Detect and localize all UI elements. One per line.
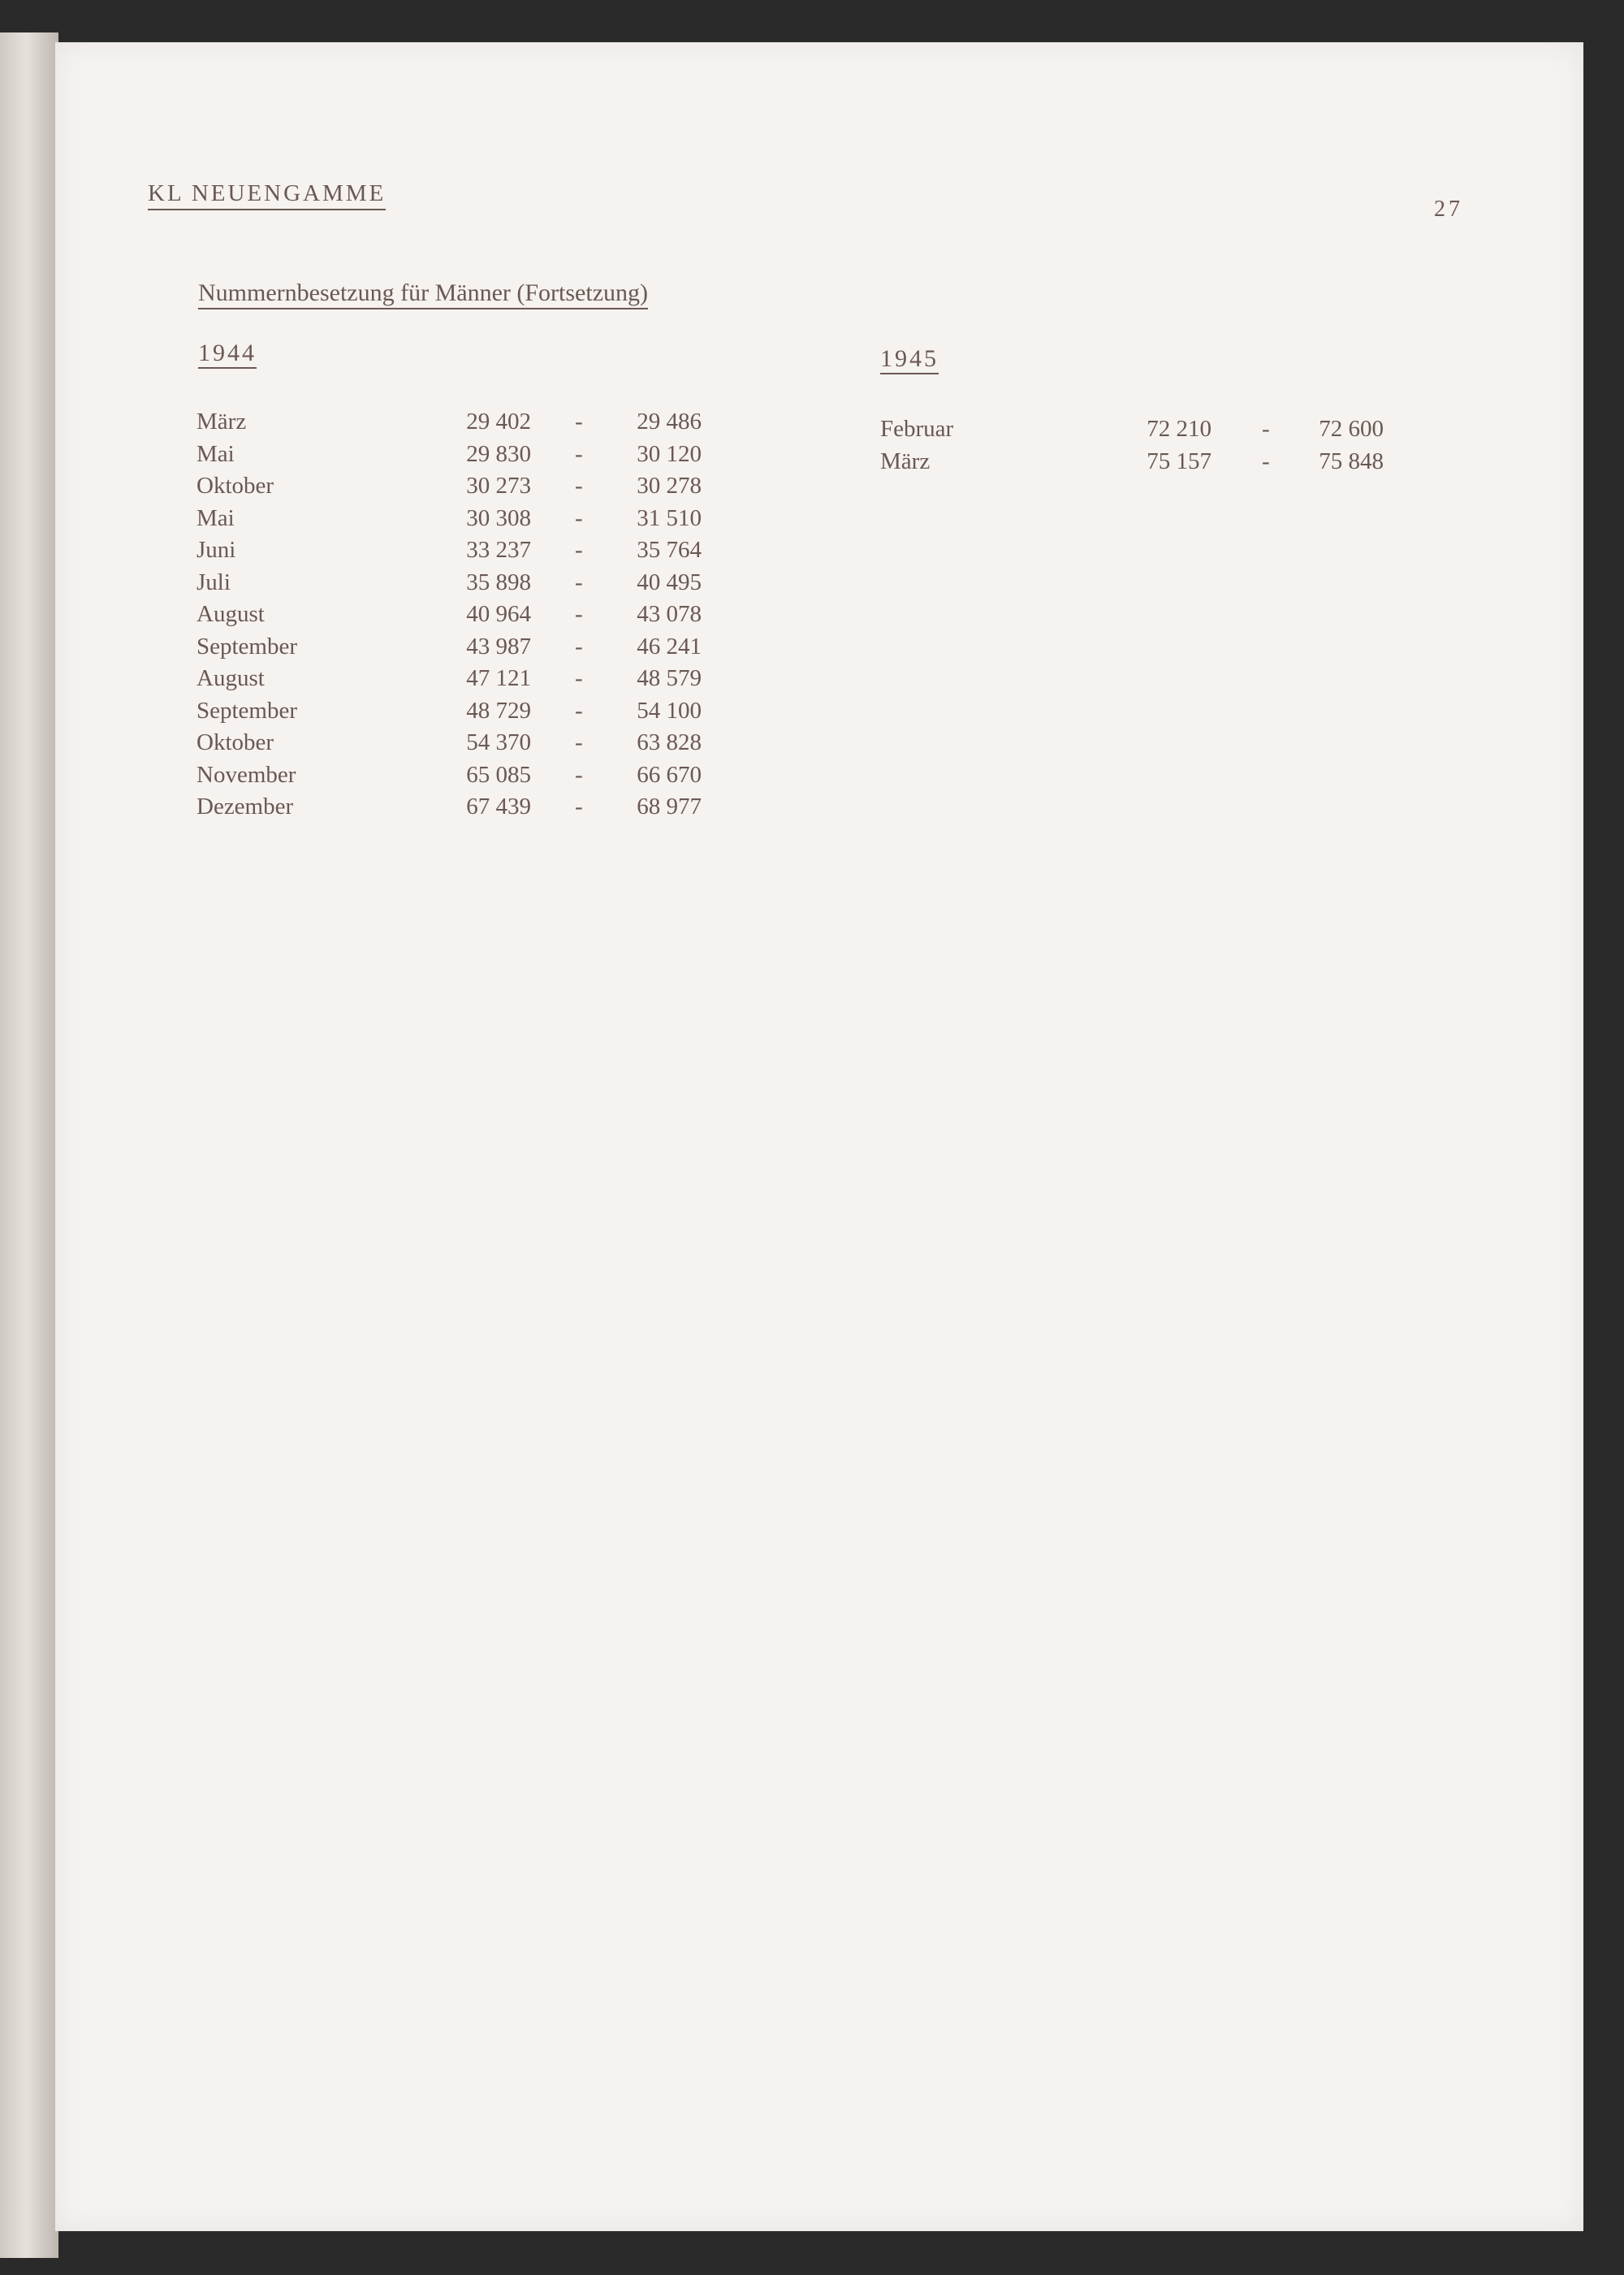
range-end-cell: 54 100 [637, 697, 702, 724]
month-cell: Oktober [197, 729, 274, 755]
range-end-cell: 35 764 [637, 537, 702, 563]
range-separator: - [575, 504, 583, 531]
table-row: Mai 30 308 - 31 510 [197, 505, 716, 538]
month-cell: September [197, 633, 298, 660]
table-row: Oktober 30 273 - 30 278 [197, 473, 716, 505]
range-start-cell: 30 308 [466, 504, 531, 531]
table-row: Dezember 67 439 - 68 977 [197, 794, 716, 826]
range-end-cell: 46 241 [637, 633, 702, 660]
range-start-cell: 43 987 [466, 633, 531, 660]
range-separator: - [1262, 448, 1270, 474]
range-start-cell: 40 964 [466, 601, 531, 627]
range-end-cell: 43 078 [637, 601, 702, 627]
table-row: Februar 72 210 - 72 600 [880, 416, 1400, 448]
range-start-cell: 75 157 [1147, 448, 1212, 474]
range-separator: - [575, 440, 583, 467]
table-row: März 29 402 - 29 486 [197, 409, 716, 441]
month-cell: August [197, 601, 265, 627]
table-row: August 40 964 - 43 078 [197, 601, 716, 634]
range-separator: - [575, 665, 583, 691]
table-row: November 65 085 - 66 670 [197, 762, 716, 794]
table-row: August 47 121 - 48 579 [197, 665, 716, 698]
month-cell: Juli [197, 569, 231, 595]
document-page [55, 42, 1583, 2231]
month-cell: Mai [197, 440, 235, 467]
range-end-cell: 48 579 [637, 665, 702, 691]
range-separator: - [575, 794, 583, 820]
table-row: Mai 29 830 - 30 120 [197, 441, 716, 474]
table-row: September 48 729 - 54 100 [197, 698, 716, 730]
range-separator: - [575, 409, 583, 435]
document-header: KL NEUENGAMME [148, 180, 387, 210]
range-end-cell: 72 600 [1319, 416, 1384, 442]
range-end-cell: 66 670 [637, 761, 702, 788]
month-cell: August [197, 665, 265, 691]
range-end-cell: 63 828 [637, 729, 702, 755]
table-1945: Februar 72 210 - 72 600 März 75 157 - 75 848 [880, 416, 1400, 480]
range-start-cell: 47 121 [466, 665, 531, 691]
range-start-cell: 54 370 [466, 729, 531, 755]
range-separator: - [575, 537, 583, 563]
range-separator: - [575, 569, 583, 595]
range-separator: - [575, 473, 583, 499]
year-heading-1944: 1944 [198, 340, 257, 369]
month-cell: Oktober [197, 473, 274, 499]
section-title: Nummernbesetzung für Männer (Fortsetzung… [198, 279, 649, 309]
range-separator: - [575, 729, 583, 755]
range-separator: - [575, 761, 583, 788]
table-row: Juni 33 237 - 35 764 [197, 537, 716, 569]
month-cell: Februar [880, 416, 954, 442]
range-end-cell: 68 977 [637, 794, 702, 820]
range-separator: - [575, 697, 583, 724]
month-cell: Mai [197, 504, 235, 531]
month-cell: Dezember [197, 794, 294, 820]
range-start-cell: 33 237 [466, 537, 531, 563]
month-cell: März [880, 448, 931, 474]
year-heading-1945: 1945 [880, 345, 939, 374]
page-edge [0, 32, 58, 2258]
table-row: März 75 157 - 75 848 [880, 448, 1400, 481]
range-end-cell: 30 120 [637, 440, 702, 467]
range-end-cell: 75 848 [1319, 448, 1384, 474]
range-start-cell: 29 402 [466, 409, 531, 435]
range-start-cell: 29 830 [466, 440, 531, 467]
range-start-cell: 67 439 [466, 794, 531, 820]
page-number: 27 [1434, 197, 1463, 222]
range-start-cell: 35 898 [466, 569, 531, 595]
table-1944: März 29 402 - 29 486 Mai 29 830 - 30 120 Oktober… [197, 409, 716, 826]
range-end-cell: 40 495 [637, 569, 702, 595]
range-end-cell: 31 510 [637, 504, 702, 531]
range-start-cell: 72 210 [1147, 416, 1212, 442]
table-row: September 43 987 - 46 241 [197, 634, 716, 666]
month-cell: September [197, 697, 298, 724]
month-cell: Juni [197, 537, 236, 563]
table-row: Oktober 54 370 - 63 828 [197, 729, 716, 762]
range-end-cell: 30 278 [637, 473, 702, 499]
range-separator: - [1262, 416, 1270, 442]
table-row: Juli 35 898 - 40 495 [197, 569, 716, 602]
range-separator: - [575, 601, 583, 627]
range-separator: - [575, 633, 583, 660]
month-cell: November [197, 761, 296, 788]
range-start-cell: 65 085 [466, 761, 531, 788]
month-cell: März [197, 409, 247, 435]
range-start-cell: 30 273 [466, 473, 531, 499]
range-start-cell: 48 729 [466, 697, 531, 724]
range-end-cell: 29 486 [637, 409, 702, 435]
